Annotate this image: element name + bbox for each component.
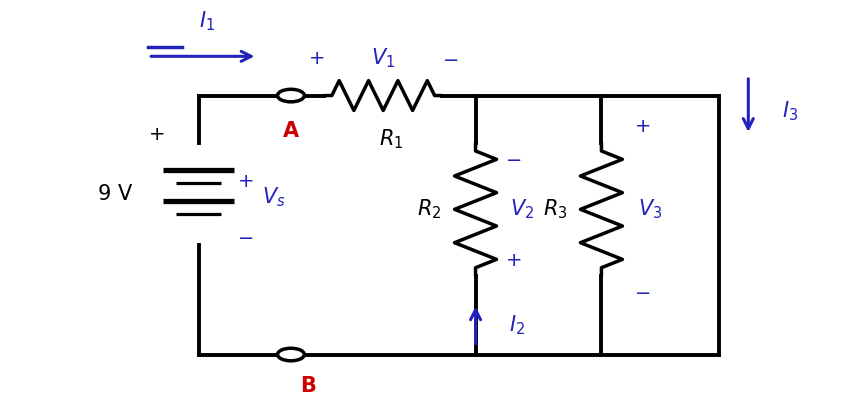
- Text: $V_1$: $V_1$: [371, 46, 395, 70]
- Text: B: B: [300, 376, 316, 396]
- Circle shape: [278, 89, 304, 102]
- Text: $-$: $-$: [633, 282, 650, 301]
- Text: $V_s$: $V_s$: [263, 186, 286, 209]
- Text: $-$: $-$: [237, 227, 253, 246]
- Text: $I_1$: $I_1$: [199, 9, 215, 33]
- Text: $R_1$: $R_1$: [380, 127, 404, 150]
- Text: $+$: $+$: [148, 125, 165, 144]
- Circle shape: [278, 348, 304, 361]
- Text: $V_3$: $V_3$: [638, 198, 663, 221]
- Text: $I_2$: $I_2$: [509, 313, 525, 337]
- Text: $9\ \mathrm{V}$: $9\ \mathrm{V}$: [97, 184, 133, 203]
- Text: $I_3$: $I_3$: [782, 99, 798, 123]
- Text: $+$: $+$: [308, 49, 324, 68]
- Text: $+$: $+$: [237, 172, 253, 192]
- Text: $R_2$: $R_2$: [417, 198, 441, 221]
- Text: $-$: $-$: [442, 49, 459, 68]
- Text: $-$: $-$: [505, 149, 521, 168]
- Text: A: A: [283, 121, 299, 141]
- Text: $R_3$: $R_3$: [543, 198, 568, 221]
- Text: $V_2$: $V_2$: [509, 198, 534, 221]
- Text: $+$: $+$: [633, 117, 650, 136]
- Text: $+$: $+$: [505, 251, 521, 270]
